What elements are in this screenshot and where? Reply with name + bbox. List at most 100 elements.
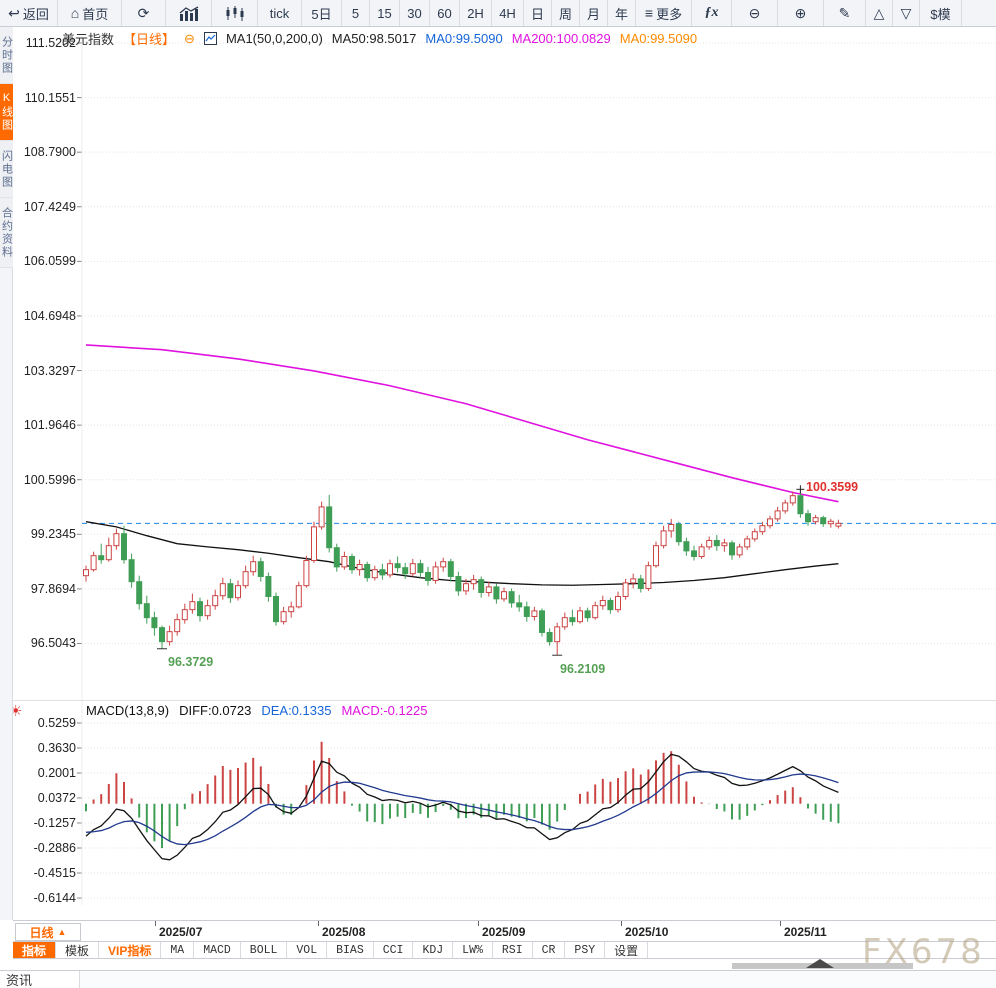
- candle-body: [455, 575, 462, 592]
- indicator-tab-LW[interactable]: LW%: [453, 942, 493, 958]
- candle-body: [736, 546, 743, 556]
- candle-body: [516, 602, 523, 608]
- toolbar-line-chart-icon[interactable]: [166, 0, 212, 26]
- toolbar-fx-button[interactable]: ƒx: [692, 0, 732, 26]
- toolbar-m15-button[interactable]: 15: [370, 0, 400, 26]
- back-icon: ↩: [8, 5, 20, 21]
- toolbar-year-button[interactable]: 年: [608, 0, 636, 26]
- candle-body: [326, 506, 333, 549]
- indicator-tab-VOL[interactable]: VOL: [287, 942, 328, 958]
- indicator-tab-[interactable]: 设置: [605, 942, 649, 958]
- candle-body: [432, 566, 439, 581]
- chart-header: 美元指数 【日线】 ⊖ MA1(50,0,200,0) MA50:98.5017…: [62, 29, 697, 48]
- collapse-indicator-icon[interactable]: ⊖: [184, 30, 195, 46]
- indicator-tab-PSY[interactable]: PSY: [565, 942, 606, 958]
- toolbar-back-label: 返回: [22, 6, 49, 22]
- candle-body: [584, 610, 591, 619]
- candle-body: [227, 583, 234, 599]
- indicator-tab-RSI[interactable]: RSI: [493, 942, 533, 958]
- toolbar-more-button[interactable]: ≡ 更多: [636, 0, 692, 26]
- toolbar-m5-button[interactable]: 5: [342, 0, 370, 26]
- candle-body: [341, 555, 348, 568]
- toolbar-h2-button[interactable]: 2H: [460, 0, 492, 26]
- candle-body: [706, 539, 713, 548]
- toolbar-h4-button[interactable]: 4H: [492, 0, 524, 26]
- sidebar-tab-1[interactable]: 分时图: [0, 27, 13, 84]
- candle-body: [463, 583, 469, 592]
- candle-body: [668, 523, 675, 532]
- macd-axis-label: 0.0372: [37, 791, 76, 805]
- candle-body: [539, 610, 545, 633]
- candle-body: [318, 506, 325, 528]
- candle-body: [387, 563, 393, 576]
- news-tab[interactable]: 资讯: [0, 971, 80, 988]
- sidebar-tab-2[interactable]: K线图: [0, 84, 13, 141]
- toolbar-home-button[interactable]: ⌂ 首页: [58, 0, 122, 26]
- indicator-tab-CR[interactable]: CR: [533, 942, 566, 958]
- candle-body: [371, 569, 378, 579]
- toolbar-5d-button[interactable]: 5日: [302, 0, 342, 26]
- chart-type-icon[interactable]: [203, 32, 217, 45]
- candle-body: [675, 523, 682, 543]
- toolbar-candle-chart-icon[interactable]: [212, 0, 258, 26]
- indicator-tab-BOLL[interactable]: BOLL: [241, 942, 288, 958]
- macd-dea-line: [85, 771, 839, 846]
- sidebar-tab-4[interactable]: 合约资料: [0, 198, 13, 268]
- toolbar-zoom-in-icon[interactable]: ⊕: [778, 0, 824, 26]
- indicator-toolbar: 指标 模板 VIP指标 MA MACD BOLL VOL BIAS CCI KDJ LW% RSI CR…: [13, 941, 996, 959]
- toolbar-refresh-icon[interactable]: ⟳: [122, 0, 166, 26]
- indicator-tab-BIAS[interactable]: BIAS: [327, 942, 374, 958]
- candle-body: [630, 578, 637, 584]
- candle-body: [409, 563, 416, 575]
- candle-body: [364, 563, 371, 579]
- candle-body: [774, 510, 781, 520]
- toolbar-sim-button[interactable]: $模: [920, 0, 962, 26]
- indicator-tab-MACD[interactable]: MACD: [194, 942, 241, 958]
- candle-body: [280, 611, 287, 623]
- macd-axis-label: -0.6144: [33, 891, 76, 905]
- scrollbar-thumb-icon[interactable]: [806, 959, 834, 968]
- toolbar-home-label: 首页: [82, 6, 109, 22]
- toolbar-tri-down-icon[interactable]: ▽: [893, 0, 920, 26]
- price-axis-label: 108.7900: [23, 145, 76, 160]
- indicator-tab-KDJ[interactable]: KDJ: [413, 942, 454, 958]
- indicator-tab-[interactable]: 模板: [56, 942, 100, 958]
- bottom-bar: 资讯: [0, 970, 996, 988]
- price-axis-label: 104.6948: [23, 308, 76, 323]
- top-toolbar: ↩ 返回 ⌂ 首页 ⟳ tick 5日 5 15 30 60 2H 4H 日周月年 ≡ 更多 ƒx ⊖ ⊕ ✎ △ ▽ $模: [0, 0, 996, 27]
- candle-body: [698, 546, 705, 557]
- candle-body: [485, 586, 492, 593]
- symbol-title: 美元指数: [62, 32, 115, 47]
- toolbar-day-button[interactable]: 日: [524, 0, 552, 26]
- period-selector[interactable]: 日线 ▲: [15, 923, 81, 941]
- indicator-tab-VIP[interactable]: VIP指标: [99, 942, 162, 958]
- toolbar-back-button[interactable]: ↩ 返回: [0, 0, 58, 26]
- macd-axis-label: 0.2001: [37, 766, 76, 780]
- candle-body: [546, 631, 553, 643]
- toolbar-tick-button[interactable]: tick: [258, 0, 302, 26]
- indicator-tab-CCI[interactable]: CCI: [374, 942, 414, 958]
- toolbar-m30-button[interactable]: 30: [400, 0, 430, 26]
- period-selector-label: 日线: [29, 925, 54, 940]
- toolbar-tick-label: tick: [269, 5, 290, 21]
- indicator-tab-[interactable]: 指标: [13, 942, 57, 958]
- tri-down-icon: ▽: [900, 5, 912, 21]
- sidebar-tab-3[interactable]: 闪电图: [0, 141, 13, 198]
- toolbar-draw-icon[interactable]: ✎: [824, 0, 866, 26]
- candle-body: [121, 533, 127, 561]
- candle-body: [622, 582, 629, 597]
- indicator-tab-MA[interactable]: MA: [161, 942, 195, 958]
- high-price-label: 100.3599: [806, 480, 858, 494]
- toolbar-tri-up-icon[interactable]: △: [866, 0, 893, 26]
- candle-body: [128, 559, 135, 583]
- candle-body: [782, 502, 789, 512]
- candle-body: [288, 606, 295, 613]
- toolbar-zoom-out-icon[interactable]: ⊖: [732, 0, 778, 26]
- toolbar-week-button[interactable]: 周: [552, 0, 580, 26]
- tri-up-icon: △: [873, 5, 885, 21]
- more-icon: ≡: [644, 5, 654, 21]
- toolbar-month-button[interactable]: 月: [580, 0, 608, 26]
- month-label: 2025/10: [625, 925, 669, 939]
- toolbar-m60-button[interactable]: 60: [430, 0, 460, 26]
